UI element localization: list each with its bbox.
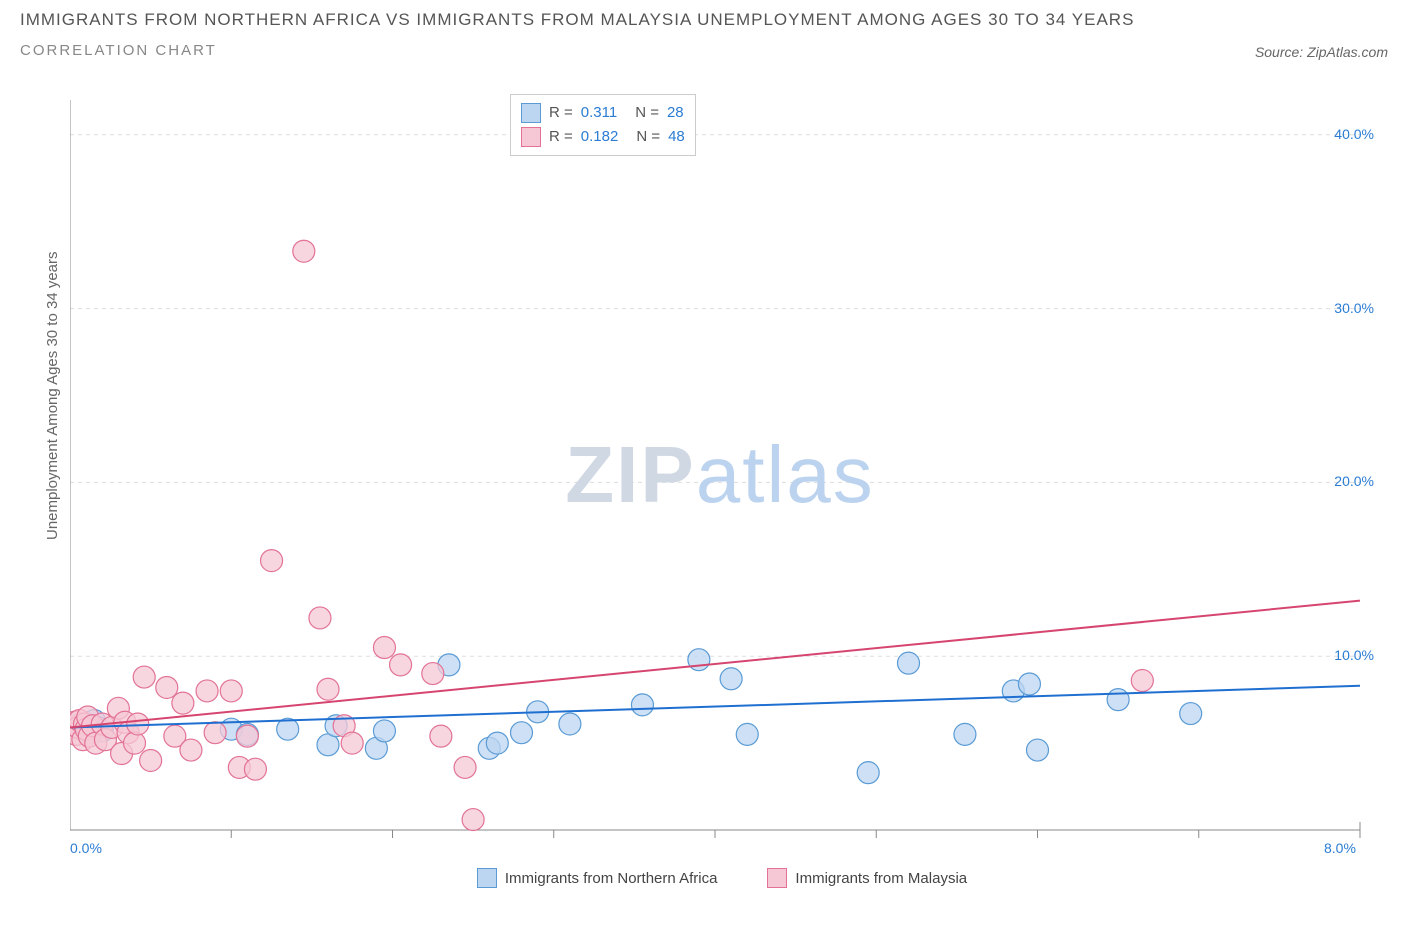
legend-swatch	[477, 868, 497, 888]
y-axis-label: Unemployment Among Ages 30 to 34 years	[44, 251, 61, 540]
plot-container: Unemployment Among Ages 30 to 34 years Z…	[52, 90, 1392, 890]
legend-swatch	[767, 868, 787, 888]
stats-row: R = 0.182 N = 48	[521, 125, 685, 149]
legend-label: Immigrants from Northern Africa	[505, 870, 718, 887]
legend-label: Immigrants from Malaysia	[795, 870, 967, 887]
r-value: 0.311	[581, 101, 617, 125]
y-tick-label: 20.0%	[1334, 473, 1374, 489]
plot-area: ZIPatlas R = 0.311 N = 28R = 0.182 N = 4…	[70, 90, 1370, 860]
y-tick-label: 10.0%	[1334, 647, 1374, 663]
scatter-plot-svg	[70, 90, 1370, 860]
y-tick-label: 40.0%	[1334, 126, 1374, 142]
legend-item: Immigrants from Northern Africa	[477, 868, 718, 888]
r-label: R =	[549, 125, 573, 149]
n-label: N =	[636, 125, 660, 149]
correlation-stats-box: R = 0.311 N = 28R = 0.182 N = 48	[510, 94, 696, 156]
r-value: 0.182	[581, 125, 619, 149]
chart-title: IMMIGRANTS FROM NORTHERN AFRICA VS IMMIG…	[20, 10, 1134, 30]
legend-swatch	[521, 103, 541, 123]
n-value: 28	[667, 101, 684, 125]
legend-swatch	[521, 127, 541, 147]
stats-row: R = 0.311 N = 28	[521, 101, 685, 125]
x-tick-label: 0.0%	[70, 840, 102, 856]
source-attribution: Source: ZipAtlas.com	[1255, 44, 1388, 60]
n-label: N =	[635, 101, 659, 125]
bottom-legend: Immigrants from Northern Africa Immigrant…	[52, 868, 1392, 888]
n-value: 48	[668, 125, 685, 149]
y-tick-label: 30.0%	[1334, 300, 1374, 316]
chart-subtitle: CORRELATION CHART	[20, 42, 1134, 59]
x-tick-label: 8.0%	[1324, 840, 1356, 856]
legend-item: Immigrants from Malaysia	[767, 868, 967, 888]
r-label: R =	[549, 101, 573, 125]
